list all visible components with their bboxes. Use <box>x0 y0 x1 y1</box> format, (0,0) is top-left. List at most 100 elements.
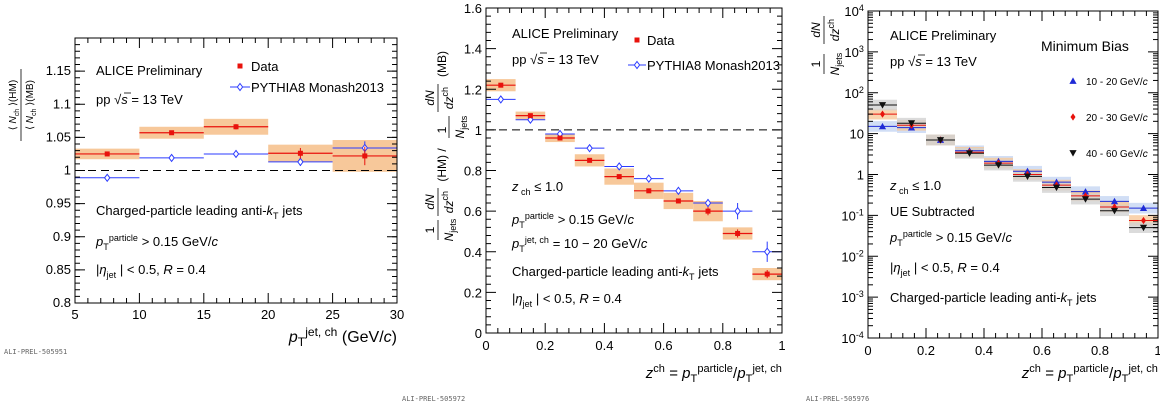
annotation-zch: z ch ≤ 1.0 <box>511 179 563 197</box>
data-point <box>297 157 304 167</box>
data-point <box>1110 197 1119 205</box>
data-point <box>1140 216 1147 225</box>
y-label-denominator: ⟨ Nch ⟩(MB) <box>25 80 38 130</box>
legend-label: 20 - 30 GeV/c <box>1086 113 1148 124</box>
x-tick-label: 0.6 <box>655 338 673 353</box>
data-point <box>497 95 505 104</box>
panel-mb-z-distribution: 10-4 10-3 10-2 10-1 1 10 102 103 104 0 0.2 0… <box>806 3 1160 403</box>
legend-label: 40 - 60 GeV/c <box>1086 149 1148 160</box>
data-point <box>704 198 712 208</box>
y-tick-label: 1 <box>64 163 71 178</box>
data-point <box>878 102 887 109</box>
x-axis-label: pT jet, ch (GeV/c) <box>288 325 397 349</box>
panel-hm-ratio-vs-pt: 0.8 0.85 0.9 0.95 1 1.05 1.1 1.15 5 10 15 20 25 30 pT … <box>0 0 404 404</box>
y-label-dz-b: dzch <box>440 87 456 109</box>
annotation-jets: Charged-particle leading anti-kT jets <box>512 264 719 282</box>
y-tick-label: 0.8 <box>53 295 71 310</box>
annotation-energy: pp √s = 13 TeV <box>96 92 183 107</box>
y-label-numerator: ⟨ Nch ⟩(HM) <box>8 80 21 130</box>
legend-label-data: Data <box>251 59 279 74</box>
y-label-njets: Njets <box>442 218 458 241</box>
y-tick-label: 0.2 <box>464 285 482 300</box>
data-point <box>763 247 771 257</box>
y-label-hm: (HM) / <box>435 148 449 182</box>
x-tick-label: 5 <box>71 307 78 322</box>
data-point <box>764 271 770 277</box>
panel-background <box>0 0 395 404</box>
y-tick-label: 103 <box>844 44 864 60</box>
data-point <box>169 130 175 136</box>
y-label-one: 1 <box>423 226 437 233</box>
legend-label-pythia: PYTHIA8 Monash2013 <box>647 58 780 73</box>
data-point <box>1139 224 1148 232</box>
y-tick-label: 0.85 <box>46 262 71 277</box>
y-label-dz: dzch <box>826 19 842 41</box>
x-tick-label: 0.8 <box>714 338 732 353</box>
y-label-dz: dzch <box>440 191 456 213</box>
y-tick-label: 0 <box>475 326 482 341</box>
y-tick-label: 102 <box>844 85 864 101</box>
y-label-one: 1 <box>809 60 823 67</box>
y-label-dn-b: dN <box>423 90 437 106</box>
data-point <box>233 124 239 130</box>
y-label-dn: dN <box>423 194 437 210</box>
data-point <box>1139 204 1148 212</box>
y-tick-label: 10-3 <box>841 289 864 305</box>
data-point <box>236 82 244 92</box>
x-axis-label: zch = pT particle /pT jet, ch <box>645 363 782 385</box>
data-point <box>103 173 111 183</box>
data-point <box>645 174 653 183</box>
x-tick-label: 0 <box>482 338 489 353</box>
annotation-alice: ALICE Preliminary <box>512 26 619 41</box>
annotation-jets: Charged-particle leading anti-kT jets <box>890 290 1097 308</box>
annotation-zch: z ch ≤ 1.0 <box>889 178 941 196</box>
x-tick-label: 30 <box>390 307 404 322</box>
x-tick-label: 0.6 <box>1033 343 1051 358</box>
x-axis-label: zch = pT particle /pT jet, ch <box>1021 363 1158 385</box>
figure-id: ALI-PREL-505972 <box>402 395 465 403</box>
x-tick-label: 0.8 <box>1091 343 1109 358</box>
data-point <box>498 82 504 88</box>
y-tick-label: 0.6 <box>464 204 482 219</box>
data-point <box>878 122 887 130</box>
annotation-eta: |ηjet | < 0.5, R = 0.4 <box>890 260 1000 278</box>
y-label-one-b: 1 <box>435 126 449 133</box>
x-tick-label: 0 <box>864 343 871 358</box>
annotation-jets: Charged-particle leading anti-kT jets <box>96 203 303 221</box>
annotation-energy: pp √s = 13 TeV <box>890 54 977 69</box>
data-point <box>1069 150 1077 157</box>
annotation-pt-particle: pT particle > 0.15 GeV/c <box>95 233 218 252</box>
x-tick-label: 0.2 <box>536 338 554 353</box>
data-point <box>705 208 711 214</box>
figure-id: ALI-PREL-505951 <box>4 348 67 356</box>
annotation-alice: ALICE Preliminary <box>890 28 997 43</box>
legend-label-data: Data <box>647 33 675 48</box>
y-tick-label: 10-1 <box>841 207 864 223</box>
y-label-njets-b: Njets <box>453 115 469 138</box>
y-axis-label: 1 Njets dN dzch <box>809 16 844 75</box>
x-tick-label: 0.4 <box>975 343 993 358</box>
y-tick-label: 104 <box>844 3 864 19</box>
annotation-pt-particle: pT particle > 0.15 GeV/c <box>889 229 1012 248</box>
data-point <box>362 153 368 159</box>
y-tick-label: 1.15 <box>46 63 71 78</box>
data-point <box>735 230 741 236</box>
panel-hm-ratio-vs-z: 0 0.2 0.4 0.6 0.8 1 1.2 1.4 1.6 0 0.2 0.4 0.6 0.8 1 zch… <box>402 1 786 403</box>
annotation-eta: |ηjet | < 0.5, R = 0.4 <box>96 262 206 280</box>
y-label-dn: dN <box>809 22 823 38</box>
data-point <box>297 150 303 156</box>
legend-label: 10 - 20 GeV/c <box>1086 77 1148 88</box>
y-tick-label: 1 <box>475 123 482 138</box>
x-tick-label: 0.2 <box>917 343 935 358</box>
y-tick-label: 10-2 <box>841 248 864 264</box>
annotation-alice: ALICE Preliminary <box>96 63 203 78</box>
data-point <box>1052 184 1061 192</box>
data-point <box>734 206 741 216</box>
data-point <box>633 60 641 70</box>
annotation-pt-jet: pT jet, ch = 10 − 20 GeV/c <box>511 235 648 254</box>
x-tick-label: 1 <box>1154 343 1160 358</box>
y-tick-label: 1.2 <box>464 82 482 97</box>
y-tick-label: 1.05 <box>46 129 71 144</box>
y-label-njets: Njets <box>828 52 844 75</box>
